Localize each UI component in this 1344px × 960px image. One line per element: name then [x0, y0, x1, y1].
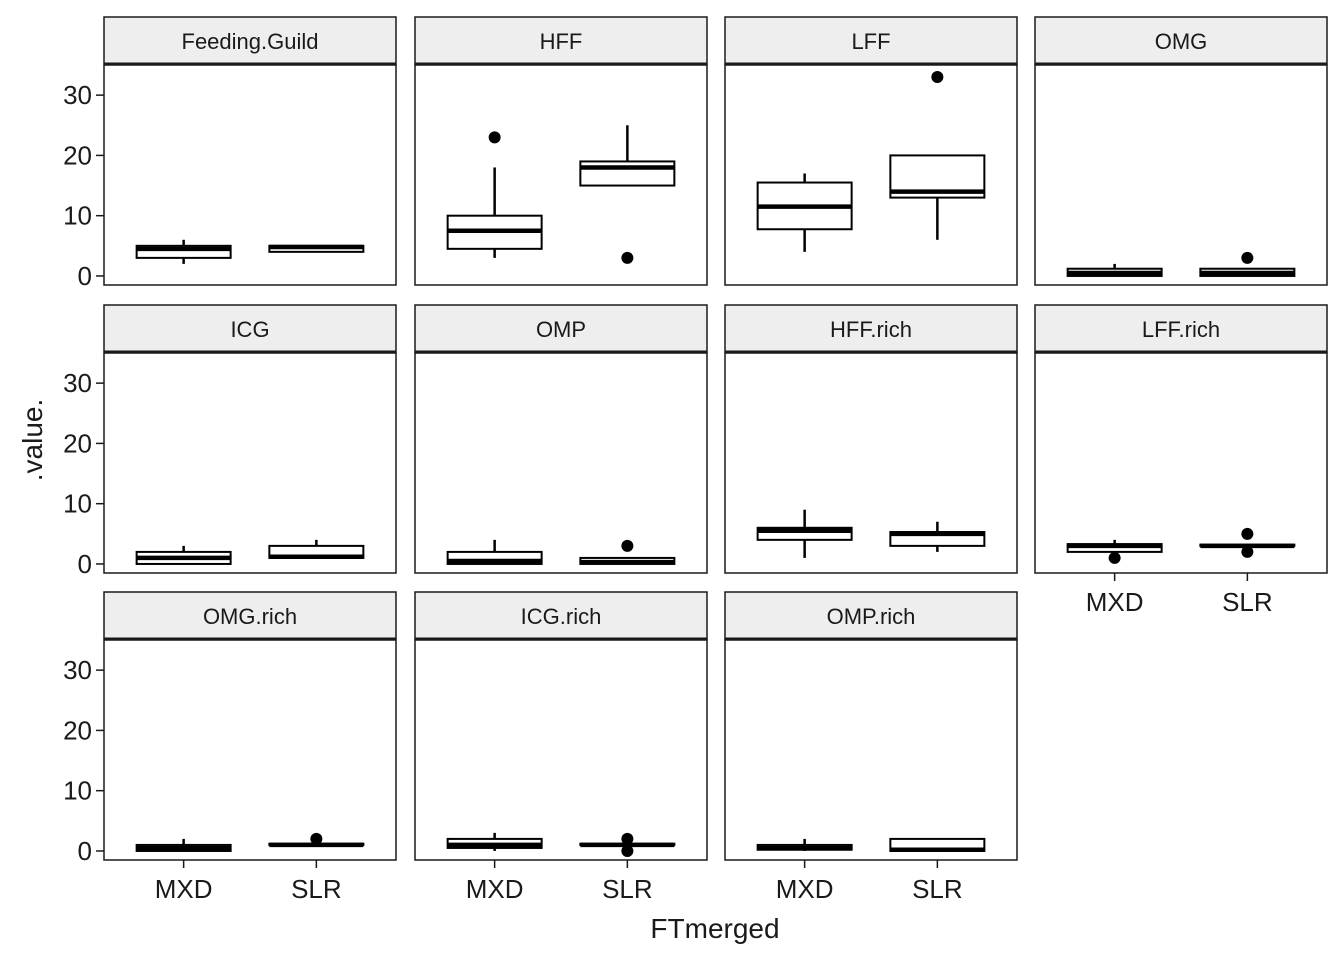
box-slr: [268, 832, 365, 848]
facet-strip: [414, 16, 708, 65]
x-tick-label: SLR: [602, 874, 653, 904]
facet-strip-label: LFF: [851, 29, 890, 54]
y-tick-label: 0: [78, 836, 92, 866]
y-tick-label: 0: [78, 261, 92, 291]
y-tick-label: 20: [63, 715, 92, 745]
x-tick-label: MXD: [1086, 587, 1144, 617]
x-tick-label: SLR: [291, 874, 342, 904]
outlier-point: [310, 832, 323, 845]
box-mxd: [446, 539, 543, 565]
outlier-point: [488, 131, 501, 144]
box-mxd: [135, 545, 232, 565]
box-mxd: [446, 832, 543, 851]
box-mxd: [1066, 539, 1163, 564]
facet-strip: [724, 16, 1018, 65]
panel-lff-rich: LFF.rich MXD SLR: [1034, 304, 1328, 617]
panel-hff: HFF: [414, 16, 708, 286]
panel-border: [1034, 352, 1328, 574]
x-tick-label: MXD: [776, 874, 834, 904]
box-slr: [579, 832, 676, 857]
box-slr: [889, 521, 986, 552]
outlier-point: [621, 539, 634, 552]
box-slr: [268, 539, 365, 559]
panel-border: [103, 352, 397, 574]
facet-strip-label: LFF.rich: [1142, 317, 1220, 342]
facet-strip-label: OMP: [536, 317, 586, 342]
outlier-point: [621, 832, 634, 845]
box-mxd: [756, 509, 853, 558]
outlier-point: [1241, 251, 1254, 264]
panel-omg: OMG: [1034, 16, 1328, 286]
box-mxd: [135, 239, 232, 264]
x-tick-label: SLR: [1222, 587, 1273, 617]
outlier-point: [1241, 545, 1254, 558]
panel-lff: LFF: [724, 16, 1018, 286]
box-slr: [1199, 251, 1296, 277]
x-tick-label: MXD: [155, 874, 213, 904]
y-tick-label: 10: [63, 489, 92, 519]
facet-strip: [724, 304, 1018, 353]
panel-omg-rich: OMG.rich 0 10 20 30 MXD SLR: [63, 591, 397, 904]
outlier-point: [621, 251, 634, 264]
box-slr: [889, 837, 986, 853]
facet-strip-label: ICG.rich: [521, 604, 602, 629]
box-mxd: [135, 838, 232, 852]
panel-border: [724, 639, 1018, 861]
y-tick-label: 10: [63, 776, 92, 806]
y-tick-label: 30: [63, 368, 92, 398]
box-slr: [579, 125, 676, 264]
facet-strip: [103, 16, 397, 65]
iqr-box: [579, 160, 676, 187]
facet-strip: [414, 591, 708, 640]
y-axis-title: .value.: [17, 399, 48, 482]
facet-strip: [1034, 16, 1328, 65]
box-mxd: [446, 131, 543, 258]
y-tick-label: 20: [63, 140, 92, 170]
box-slr: [1199, 527, 1296, 558]
panel-feeding-guild: Feeding.Guild 0 10 20 30: [63, 16, 397, 291]
y-tick-label: 30: [63, 655, 92, 685]
outlier-point: [621, 844, 634, 857]
y-tick-label: 10: [63, 201, 92, 231]
facet-strip: [724, 591, 1018, 640]
panel-omp-rich: OMP.rich MXD SLR: [724, 591, 1018, 904]
x-tick-label: MXD: [466, 874, 524, 904]
panel-border: [1034, 64, 1328, 286]
box-slr: [579, 539, 676, 565]
panel-border: [414, 639, 708, 861]
facet-strip-label: Feeding.Guild: [182, 29, 319, 54]
box-slr: [268, 244, 365, 253]
facet-strip-label: HFF.rich: [830, 317, 912, 342]
facet-strip-label: OMG: [1155, 29, 1208, 54]
x-tick-label: SLR: [912, 874, 963, 904]
y-tick-label: 30: [63, 80, 92, 110]
box-mxd: [1066, 263, 1163, 277]
facet-strip: [103, 591, 397, 640]
panel-hff-rich: HFF.rich: [724, 304, 1018, 574]
outlier-point: [931, 71, 944, 84]
outlier-point: [1108, 551, 1121, 564]
y-tick-label: 0: [78, 549, 92, 579]
panel-omp: OMP: [414, 304, 708, 574]
facet-strip-label: HFF: [540, 29, 583, 54]
facet-strip: [103, 304, 397, 353]
box-mxd: [756, 838, 853, 851]
y-tick-label: 20: [63, 428, 92, 458]
facet-strip-label: OMP.rich: [827, 604, 916, 629]
facet-strip-label: ICG: [230, 317, 269, 342]
box-mxd: [756, 173, 853, 252]
facet-strip-label: OMG.rich: [203, 604, 297, 629]
panel-border: [414, 352, 708, 574]
x-axis-title: FTmerged: [650, 913, 779, 944]
panel-border: [103, 639, 397, 861]
panel-icg: ICG 0 10 20 30: [63, 304, 397, 579]
panel-icg-rich: ICG.rich MXD SLR: [414, 591, 708, 904]
box-slr: [889, 71, 986, 240]
outlier-point: [1241, 527, 1254, 540]
